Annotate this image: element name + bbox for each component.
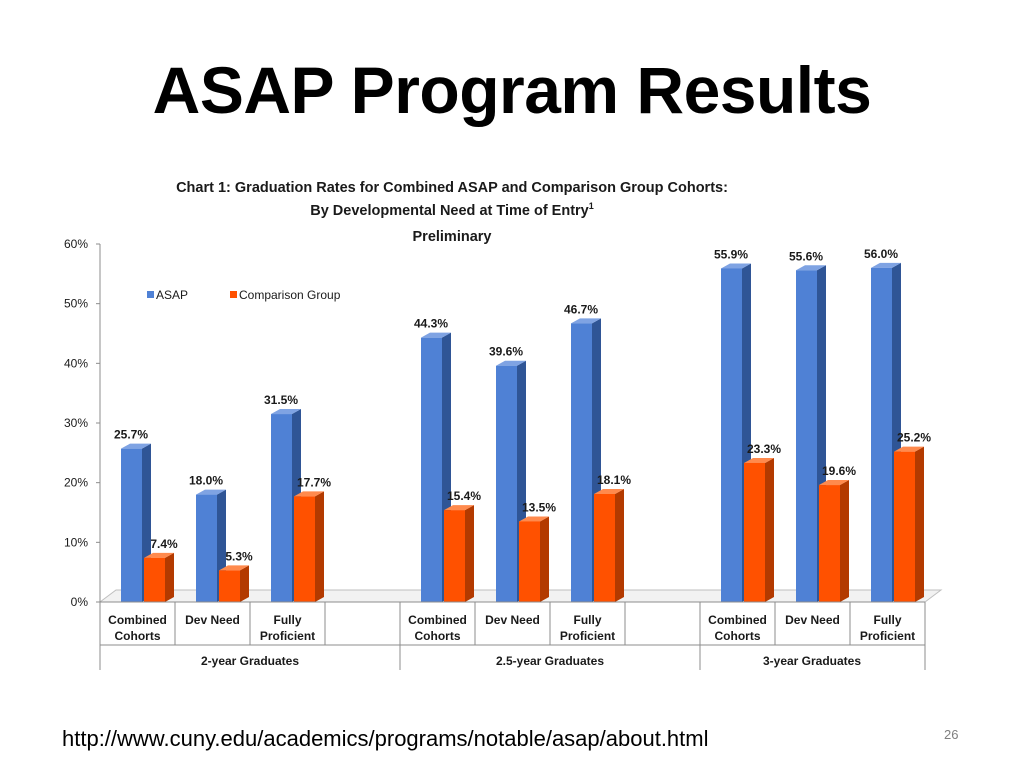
bar-comparison-side xyxy=(765,457,774,602)
bar-comparison-side xyxy=(840,480,849,602)
bar-comparison xyxy=(594,494,615,602)
bar-comparison-side xyxy=(240,565,249,602)
bar-asap xyxy=(196,494,217,602)
x-category-label: Combined xyxy=(708,613,767,627)
bar-comparison xyxy=(519,521,540,602)
x-category-label: Proficient xyxy=(560,629,615,643)
bar-comparison xyxy=(744,462,765,602)
data-label-asap: 25.7% xyxy=(114,428,148,442)
x-category-label: Cohorts xyxy=(715,629,761,643)
bar-comparison-side xyxy=(165,552,174,602)
x-category-label: Cohorts xyxy=(115,629,161,643)
footer-url[interactable]: http://www.cuny.edu/academics/programs/n… xyxy=(62,726,709,751)
x-category-label: Dev Need xyxy=(785,613,840,627)
bar-asap xyxy=(121,448,142,602)
data-label-comparison: 18.1% xyxy=(597,473,631,487)
bar-asap xyxy=(571,323,592,602)
bar-comparison xyxy=(444,510,465,602)
bar-asap-top xyxy=(121,443,151,449)
x-category-label: Fully xyxy=(273,613,301,627)
y-tick-label: 10% xyxy=(64,535,88,549)
data-label-asap: 55.6% xyxy=(789,249,823,263)
y-tick-label: 50% xyxy=(64,297,88,311)
x-category-label: Dev Need xyxy=(485,613,540,627)
data-label-comparison: 13.5% xyxy=(522,500,556,514)
data-label-asap: 56.0% xyxy=(864,247,898,261)
bar-comparison-top xyxy=(219,565,249,571)
bar-comparison-top xyxy=(819,480,849,486)
data-label-comparison: 25.2% xyxy=(897,431,931,445)
x-category-label: Combined xyxy=(408,613,467,627)
bar-asap-top xyxy=(571,318,601,324)
chart-title-line-3: Preliminary xyxy=(413,229,492,245)
bar-asap-top xyxy=(871,262,901,268)
x-group-label: 2-year Graduates xyxy=(201,654,299,668)
bar-comparison-side xyxy=(540,516,549,602)
chart-title-line-1: Chart 1: Graduation Rates for Combined A… xyxy=(176,180,728,196)
data-label-comparison: 23.3% xyxy=(747,442,781,456)
bar-comparison xyxy=(144,557,165,602)
data-label-asap: 44.3% xyxy=(414,317,448,331)
data-label-comparison: 17.7% xyxy=(297,475,331,489)
x-category-label: Proficient xyxy=(260,629,315,643)
x-category-label: Fully xyxy=(573,613,601,627)
bar-asap-top xyxy=(196,489,226,495)
bar-asap xyxy=(421,337,442,602)
x-category-label: Cohorts xyxy=(415,629,461,643)
y-tick-label: 60% xyxy=(64,237,88,251)
x-group-label: 2.5-year Graduates xyxy=(496,654,604,668)
y-tick-label: 20% xyxy=(64,476,88,490)
bar-comparison-side xyxy=(465,505,474,602)
bar-comparison xyxy=(219,570,240,602)
data-label-comparison: 15.4% xyxy=(447,489,481,503)
x-category-label: Fully xyxy=(873,613,901,627)
data-label-asap: 18.0% xyxy=(189,474,223,488)
chart-title-line-2: By Developmental Need at Time of Entry1 xyxy=(310,201,594,219)
bar-asap-top xyxy=(271,409,301,415)
bar-asap xyxy=(271,414,292,602)
bar-asap-top xyxy=(721,263,751,269)
bar-comparison-top xyxy=(144,552,174,558)
x-category-label: Combined xyxy=(108,613,167,627)
x-category-label: Dev Need xyxy=(185,613,240,627)
bar-asap xyxy=(796,270,817,602)
graduation-rates-chart: Chart 1: Graduation Rates for Combined A… xyxy=(64,180,943,670)
bar-comparison-side xyxy=(315,491,324,602)
bar-asap-top xyxy=(421,332,451,338)
y-tick-label: 40% xyxy=(64,356,88,370)
bar-comparison-top xyxy=(519,516,549,522)
x-group-label: 3-year Graduates xyxy=(763,654,861,668)
x-category-label: Proficient xyxy=(860,629,915,643)
bar-comparison-top xyxy=(294,491,324,497)
bar-asap xyxy=(496,365,517,602)
data-label-comparison: 5.3% xyxy=(225,549,253,563)
bar-asap xyxy=(871,267,892,602)
legend-swatch-comparison xyxy=(230,291,237,298)
bar-comparison-top xyxy=(594,489,624,495)
data-label-comparison: 7.4% xyxy=(150,537,178,551)
y-tick-label: 30% xyxy=(64,416,88,430)
legend-swatch-asap xyxy=(147,291,154,298)
slide-title: ASAP Program Results xyxy=(152,53,872,127)
bar-comparison-top xyxy=(444,505,474,511)
data-label-comparison: 19.6% xyxy=(822,464,856,478)
legend-label-comparison: Comparison Group xyxy=(239,288,341,302)
data-label-asap: 46.7% xyxy=(564,302,598,316)
bar-asap-top xyxy=(796,265,826,271)
data-label-asap: 55.9% xyxy=(714,247,748,261)
legend-label-asap: ASAP xyxy=(156,288,188,302)
y-tick-label: 0% xyxy=(71,595,89,609)
bar-comparison xyxy=(894,451,915,602)
bar-comparison xyxy=(294,496,315,602)
data-label-asap: 39.6% xyxy=(489,345,523,359)
bar-comparison-side xyxy=(615,489,624,602)
bar-comparison-top xyxy=(744,457,774,463)
bar-comparison-side xyxy=(915,446,924,602)
bar-comparison-top xyxy=(894,446,924,452)
data-label-asap: 31.5% xyxy=(264,393,298,407)
bar-asap xyxy=(721,268,742,602)
page-number: 26 xyxy=(944,727,959,742)
bar-comparison xyxy=(819,485,840,602)
bar-asap-top xyxy=(496,360,526,366)
